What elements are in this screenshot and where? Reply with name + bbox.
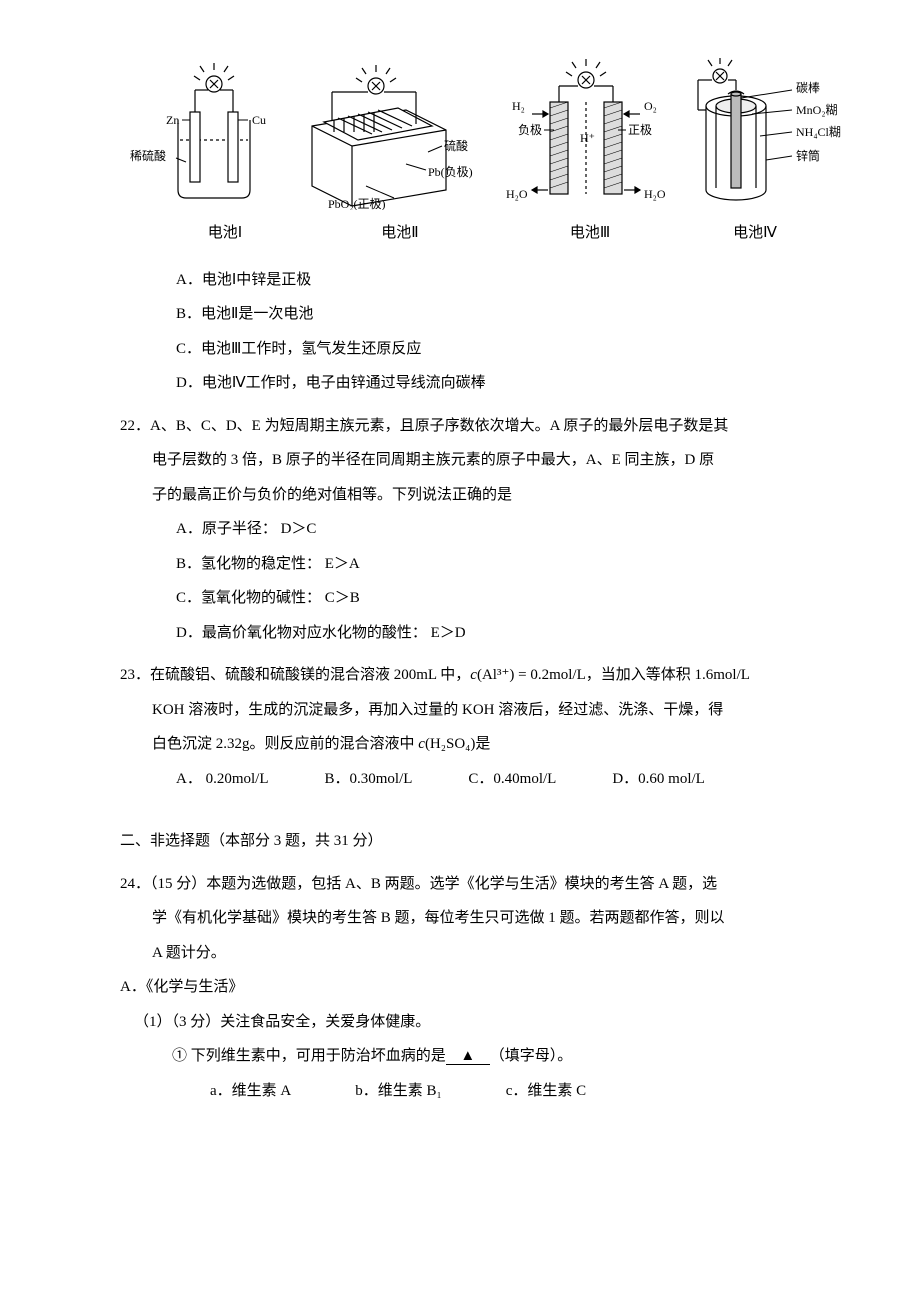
label-electrolyte-1: 稀硫酸 xyxy=(130,148,166,163)
q22-stem-1: 22．A、B、C、D、E 为短周期主族元素，且原子序数依次增大。A 原子的最外层… xyxy=(120,409,832,444)
q23-c-italic-2: c xyxy=(418,736,425,752)
cell-3-svg: H₂ O₂ 负极 正极 H⁺ H₂O H₂O xyxy=(496,40,676,210)
q23-stem-1: 23．在硫酸铝、硫酸和硫酸镁的混合溶液 200mL 中，c(Al³⁺) = 0.… xyxy=(120,658,832,693)
q22-stem-2: 电子层数的 3 倍，B 原子的半径在同周期主族元素的原子中最大，A、E 同主族，… xyxy=(120,443,832,478)
a1-options-row: a．维生素 A b．维生素 B₁ c．维生素 C xyxy=(210,1074,832,1109)
diagram-captions-row: 电池Ⅰ 电池Ⅱ 电池Ⅲ 电池Ⅳ xyxy=(150,216,832,251)
q23-stem-2: KOH 溶液时，生成的沉淀最多，再加入过量的 KOH 溶液后，经过滤、洗涤、干燥… xyxy=(120,693,832,728)
q23-opt-c: C．0.40mol/L xyxy=(468,762,556,797)
label-pb-neg: Pb(负极) xyxy=(428,165,473,179)
label-h2so4: 硫酸 xyxy=(444,138,468,153)
caption-cell-4: 电池Ⅳ xyxy=(680,216,830,251)
diagram-cell-4: 碳棒 MnO₂糊 NH₄Cl糊 锌筒 xyxy=(684,40,864,210)
a1-opt-b: b．维生素 B₁ xyxy=(355,1074,442,1109)
q22-opt-b: B．氢化物的稳定性： E＞A xyxy=(176,547,832,582)
label-h2-in: H₂ xyxy=(512,99,525,113)
q22-opt-a: A．原子半径： D＞C xyxy=(176,512,832,547)
label-nh4cl: NH₄Cl糊 xyxy=(796,124,841,139)
label-pos-pole: 正极 xyxy=(628,123,652,137)
q23-c-italic-1: c xyxy=(470,667,477,683)
label-h-plus: H⁺ xyxy=(580,131,595,145)
battery-diagrams-row: Zn Cu 稀硫酸 xyxy=(130,40,832,210)
caption-cell-2: 电池Ⅱ xyxy=(300,216,500,251)
q24-stem-3: A 题计分。 xyxy=(120,936,832,971)
label-o2-in: O₂ xyxy=(644,99,657,113)
caption-cell-1: 电池Ⅰ xyxy=(150,216,300,251)
label-zn: Zn xyxy=(166,113,179,127)
label-cu: Cu xyxy=(252,113,266,127)
q21-opt-d: D．电池Ⅳ工作时，电子由锌通过导线流向碳棒 xyxy=(176,366,832,401)
label-h2o-left: H₂O xyxy=(506,187,528,201)
label-mno2: MnO₂糊 xyxy=(796,102,838,117)
q23-stem-3b: (H₂SO₄)是 xyxy=(425,736,490,752)
section-2-header: 二、非选择题（本部分 3 题，共 31 分） xyxy=(120,824,832,859)
label-carbon-rod: 碳棒 xyxy=(796,81,820,95)
q21-opt-b: B．电池Ⅱ是一次电池 xyxy=(176,297,832,332)
a1-opt-a: a．维生素 A xyxy=(210,1074,291,1109)
cell-1-svg: Zn Cu 稀硫酸 xyxy=(130,40,280,210)
label-neg-pole: 负极 xyxy=(518,123,542,137)
diagram-cell-3: H₂ O₂ 负极 正极 H⁺ H₂O H₂O xyxy=(496,40,676,210)
part-a-title: A．《化学与生活》 xyxy=(120,970,832,1005)
a1-line1: （1）（3 分）关注食品安全，关爱身体健康。 xyxy=(120,1005,832,1040)
q22-stem-3: 子的最高正价与负价的绝对值相等。下列说法正确的是 xyxy=(120,478,832,513)
diagram-cell-2: 硫酸 Pb(负极) PbO₂(正极) xyxy=(288,40,488,210)
diagram-cell-1: Zn Cu 稀硫酸 xyxy=(130,40,280,210)
a1-opt-c: c．维生素 C xyxy=(506,1074,586,1109)
fill-blank: ▲ xyxy=(446,1049,490,1065)
label-pbo2-pos: PbO₂(正极) xyxy=(328,197,386,210)
q23-opt-a: A． 0.20mol/L xyxy=(176,762,269,797)
q23-options-row: A． 0.20mol/L B．0.30mol/L C．0.40mol/L D．0… xyxy=(176,762,832,797)
a1-line2-a: ① 下列维生素中，可用于防治坏血病的是 xyxy=(172,1048,446,1064)
q23-opt-b: B．0.30mol/L xyxy=(325,762,413,797)
q23-opt-d: D．0.60 mol/L xyxy=(612,762,705,797)
q23-stem-1a: 23．在硫酸铝、硫酸和硫酸镁的混合溶液 200mL 中， xyxy=(120,667,470,683)
label-h2o-right: H₂O xyxy=(644,187,666,201)
q22: 22．A、B、C、D、E 为短周期主族元素，且原子序数依次增大。A 原子的最外层… xyxy=(120,409,832,651)
q21-options: A．电池Ⅰ中锌是正极 B．电池Ⅱ是一次电池 C．电池Ⅲ工作时，氢气发生还原反应 … xyxy=(176,263,832,401)
label-zn-can: 锌筒 xyxy=(796,148,820,163)
cell-2-svg: 硫酸 Pb(负极) PbO₂(正极) xyxy=(288,40,488,210)
q24-stem-1: 24．（15 分）本题为选做题，包括 A、B 两题。选学《化学与生活》模块的考生… xyxy=(120,867,832,902)
q22-opt-c: C．氢氧化物的碱性： C＞B xyxy=(176,581,832,616)
q21-opt-a: A．电池Ⅰ中锌是正极 xyxy=(176,263,832,298)
caption-cell-3: 电池Ⅲ xyxy=(500,216,680,251)
q23-stem-1b: (Al³⁺) = 0.2mol/L，当加入等体积 1.6mol/L xyxy=(477,667,750,683)
q24: 24．（15 分）本题为选做题，包括 A、B 两题。选学《化学与生活》模块的考生… xyxy=(120,867,832,971)
q24-stem-2: 学《有机化学基础》模块的考生答 B 题，每位考生只可选做 1 题。若两题都作答，… xyxy=(120,901,832,936)
q22-opt-d: D．最高价氧化物对应水化物的酸性： E＞D xyxy=(176,616,832,651)
q23-stem-3a: 白色沉淀 2.32g。则反应前的混合溶液中 xyxy=(152,736,418,752)
a1-line2-b: （填字母）。 xyxy=(490,1048,573,1064)
q23-stem-3: 白色沉淀 2.32g。则反应前的混合溶液中 c(H₂SO₄)是 xyxy=(120,727,832,762)
q23: 23．在硫酸铝、硫酸和硫酸镁的混合溶液 200mL 中，c(Al³⁺) = 0.… xyxy=(120,658,832,796)
q21-opt-c: C．电池Ⅲ工作时，氢气发生还原反应 xyxy=(176,332,832,367)
a1-line2: ① 下列维生素中，可用于防治坏血病的是▲（填字母）。 xyxy=(120,1039,832,1074)
cell-4-svg: 碳棒 MnO₂糊 NH₄Cl糊 锌筒 xyxy=(684,40,864,210)
